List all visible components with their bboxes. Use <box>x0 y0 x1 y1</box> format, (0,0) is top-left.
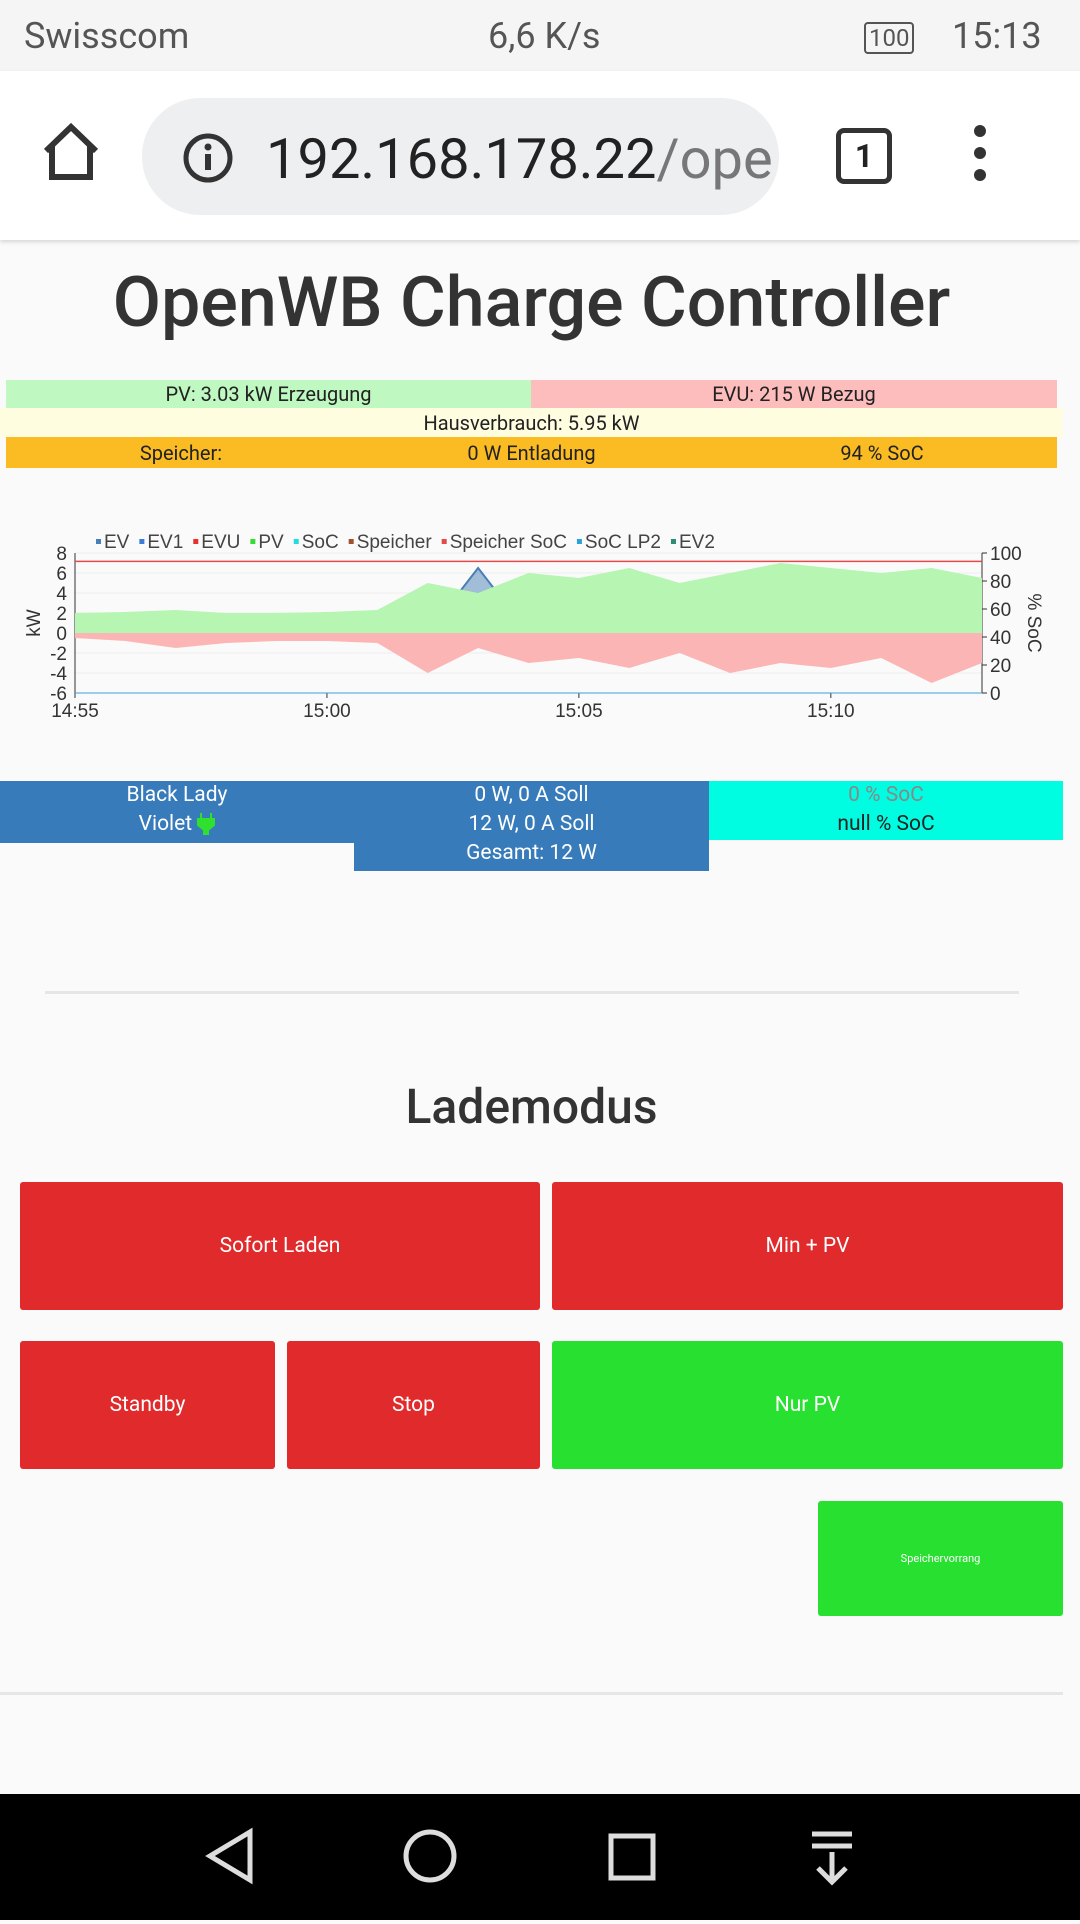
y-tick-label: 2 <box>56 604 67 625</box>
mode-button[interactable]: Standby <box>20 1341 275 1469</box>
lp-name: Black Lady <box>126 783 228 807</box>
y2-tick-label: 0 <box>990 684 1001 705</box>
divider <box>0 1692 1063 1695</box>
storage-soc: 94 % SoC <box>840 440 924 465</box>
lp-soc: null % SoC <box>837 812 935 836</box>
lp-soc: 0 % SoC null % SoC <box>709 781 1063 840</box>
notif-button[interactable] <box>812 1831 852 1886</box>
mode-button[interactable]: Speichervorrang <box>818 1501 1063 1616</box>
mode-heading: Lademodus <box>405 1078 658 1135</box>
legend-label: EV2 <box>679 532 715 553</box>
y2-tick-label: 60 <box>990 600 1011 621</box>
legend-label: SoC LP2 <box>585 532 661 553</box>
y-axis-label: kW <box>24 609 45 637</box>
url-path: /ope <box>656 126 773 192</box>
x-tick-label: 15:00 <box>303 701 351 722</box>
carrier: Swisscom <box>24 15 190 57</box>
lp-power: 0 W, 0 A Soll 12 W, 0 A Soll Gesamt: 12 … <box>354 781 709 871</box>
y-tick-label: 8 <box>56 544 67 565</box>
legend-swatch <box>96 539 101 544</box>
area <box>75 633 982 683</box>
y-tick-label: 4 <box>56 584 67 605</box>
mode-button[interactable]: Sofort Laden <box>20 1182 540 1310</box>
status-bar: Swisscom 6,6 K/s 100 15:13 <box>0 0 1080 71</box>
lp-soc: 0 % SoC <box>848 783 924 807</box>
lp-name: Violet <box>138 812 193 836</box>
menu-button[interactable] <box>960 123 1000 183</box>
info-icon <box>183 133 233 183</box>
storage-label: Speicher: <box>139 440 223 465</box>
lp-power: 12 W, 0 A Soll <box>468 812 595 836</box>
y-tick-label: 0 <box>56 624 67 645</box>
total-power: Gesamt: 12 W <box>466 841 597 865</box>
legend-swatch <box>576 539 582 544</box>
storage-status: Speicher: 0 W Entladung 94 % SoC <box>6 437 1057 468</box>
legend-swatch <box>670 539 676 544</box>
legend-label: PV <box>258 532 284 553</box>
pv-status: PV: 3.03 kW Erzeugung <box>6 380 531 408</box>
lp-names: Black Lady Violet <box>0 781 354 843</box>
mode-button[interactable]: Stop <box>287 1341 540 1469</box>
evu-status: EVU: 215 W Bezug <box>531 380 1057 408</box>
divider <box>45 991 1019 994</box>
legend-swatch <box>348 539 354 544</box>
net-speed: 6,6 K/s <box>488 15 601 57</box>
y2-tick-label: 40 <box>990 628 1011 649</box>
home-nav[interactable] <box>403 1829 457 1883</box>
storage-power: 0 W Entladung <box>467 440 596 465</box>
legend-label: Speicher SoC <box>450 532 567 553</box>
legend-swatch <box>441 539 447 544</box>
x-tick-label: 15:10 <box>807 701 855 722</box>
recents-button[interactable] <box>608 1833 656 1881</box>
y2-axis-label: % SoC <box>1023 593 1044 652</box>
browser-bar: 192.168.178.22/ope 1 <box>0 71 1080 240</box>
y2-tick-label: 100 <box>990 544 1022 565</box>
y2-tick-label: 80 <box>990 572 1011 593</box>
mode-button[interactable]: Min + PV <box>552 1182 1063 1310</box>
legend-swatch <box>250 539 256 544</box>
house-status: Hausverbrauch: 5.95 kW <box>0 408 1063 437</box>
x-tick-label: 14:55 <box>51 701 99 722</box>
clock: 15:13 <box>952 15 1042 57</box>
back-button[interactable] <box>205 1827 253 1885</box>
url-host: 192.168.178.22 <box>266 126 657 192</box>
mode-button[interactable]: Nur PV <box>552 1341 1063 1469</box>
y-tick-label: 6 <box>56 564 67 585</box>
y2-tick-label: 20 <box>990 656 1011 677</box>
y-tick-label: -4 <box>50 664 67 685</box>
legend-label: EVU <box>201 532 240 553</box>
nav-bar <box>0 1794 1080 1920</box>
y-tick-label: -6 <box>50 684 67 705</box>
battery: 100 <box>864 22 915 54</box>
legend-swatch <box>193 539 199 544</box>
tab-count[interactable]: 1 <box>836 128 892 184</box>
nav-icons <box>205 1827 852 1886</box>
area <box>75 563 982 633</box>
y-tick-label: -2 <box>50 644 67 665</box>
lp-power: 0 W, 0 A Soll <box>474 783 589 807</box>
legend-label: EV1 <box>147 532 183 553</box>
plug-icon <box>197 813 216 837</box>
page-title: OpenWB Charge Controller <box>112 262 951 344</box>
legend-label: SoC <box>302 532 339 553</box>
url-field[interactable]: 192.168.178.22/ope <box>142 98 779 215</box>
legend-swatch <box>139 539 145 544</box>
home-button[interactable] <box>40 121 102 183</box>
legend-swatch <box>293 539 299 544</box>
x-tick-label: 15:05 <box>555 701 603 722</box>
legend-label: Speicher <box>357 532 433 553</box>
legend-label: EV <box>104 532 130 553</box>
